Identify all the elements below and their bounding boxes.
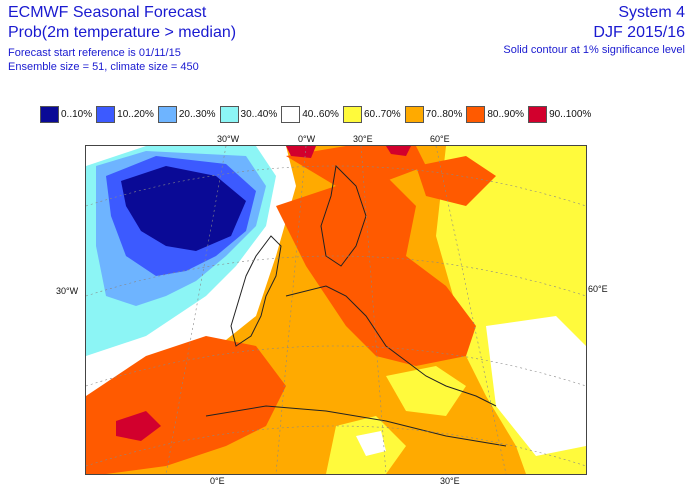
probability-legend: 0..10% 10..20% 20..30% 30..40% 40..60% 6… <box>40 105 595 123</box>
legend-label-0-10: 0..10% <box>61 108 93 120</box>
legend-label-80-90: 80..90% <box>487 108 525 120</box>
legend-label-90-100: 90..100% <box>549 108 592 120</box>
legend-item-10-20: 10..20% <box>96 105 154 123</box>
legend-swatch-70-80 <box>404 105 424 123</box>
legend-item-0-10: 0..10% <box>40 105 93 123</box>
legend-swatch-90-100 <box>528 105 548 123</box>
top-label-60e: 60°E <box>430 134 450 144</box>
graticule <box>86 146 586 474</box>
map-region-60-70-balkans <box>386 366 466 416</box>
legend-item-70-80: 70..80% <box>404 105 463 123</box>
map-region-40-60-south <box>356 431 386 456</box>
top-label-30w: 30°W <box>217 134 240 144</box>
legend-label-20-30: 20..30% <box>178 108 216 120</box>
top-label-0w: 0°W <box>298 134 316 144</box>
legend-swatch-40-60 <box>281 105 301 123</box>
map-region-80-90-central <box>276 176 476 366</box>
graticule-line-4 <box>86 425 586 467</box>
legend-item-90-100: 90..100% <box>528 105 592 123</box>
season-label: DJF 2015/16 <box>593 24 685 41</box>
ensemble-text: Ensemble size = 51, climate size = 450 <box>8 61 199 73</box>
legend-label-60-70: 60..70% <box>363 108 401 120</box>
legend-item-80-90: 80..90% <box>466 105 525 123</box>
legend-swatch-10-20 <box>96 105 116 123</box>
map-region-90-100-north <box>286 146 316 158</box>
map-svg <box>86 146 586 474</box>
chart-subtitle: Prob(2m temperature > median) <box>8 24 237 41</box>
legend-swatch-0-10 <box>40 105 59 123</box>
coastline-southern-europe <box>285 285 497 407</box>
coastline-britain <box>230 235 282 347</box>
map-region-0-10 <box>121 166 246 251</box>
legend-label-30-40: 30..40% <box>240 108 278 120</box>
bottom-label-0e: 0°E <box>210 476 225 486</box>
top-label-30e: 30°E <box>353 134 373 144</box>
probability-map <box>85 145 587 475</box>
left-label-30w: 30°W <box>56 286 79 296</box>
legend-swatch-60-70 <box>342 105 362 123</box>
map-region-80-90-northeast <box>416 156 496 206</box>
bottom-label-30e: 30°E <box>440 476 460 486</box>
legend-label-10-20: 10..20% <box>117 108 154 120</box>
graticule-line-1 <box>86 165 586 207</box>
legend-swatch-30-40 <box>219 105 239 123</box>
legend-item-40-60: 40..60% <box>281 105 339 123</box>
legend-item-30-40: 30..40% <box>219 105 278 123</box>
map-region-90-100-northcenter <box>386 146 411 156</box>
legend-swatch-20-30 <box>157 105 177 123</box>
contour-note: Solid contour at 1% significance level <box>503 44 685 56</box>
map-region-40-60-east <box>486 316 586 456</box>
coastline-north-africa <box>205 405 507 447</box>
graticule-line-3 <box>86 345 586 387</box>
graticule-meridian-1 <box>165 146 227 474</box>
map-region-80-90-north <box>286 146 426 186</box>
chart-title: ECMWF Seasonal Forecast <box>8 4 207 21</box>
graticule-line-2 <box>86 255 586 297</box>
right-label-60e: 60°E <box>588 284 608 294</box>
legend-label-40-60: 40..60% <box>302 108 339 120</box>
system-label: System 4 <box>618 4 685 21</box>
map-region-60-70-northeast <box>506 156 586 266</box>
legend-item-20-30: 20..30% <box>157 105 216 123</box>
graticule-meridian-4 <box>435 146 507 474</box>
legend-label-70-80: 70..80% <box>425 108 463 120</box>
map-region-90-100-spot <box>116 411 161 441</box>
coastline-scandinavia <box>320 164 367 267</box>
legend-item-60-70: 60..70% <box>342 105 401 123</box>
legend-swatch-80-90 <box>466 105 486 123</box>
forecast-start-text: Forecast start reference is 01/11/15 <box>8 47 181 59</box>
